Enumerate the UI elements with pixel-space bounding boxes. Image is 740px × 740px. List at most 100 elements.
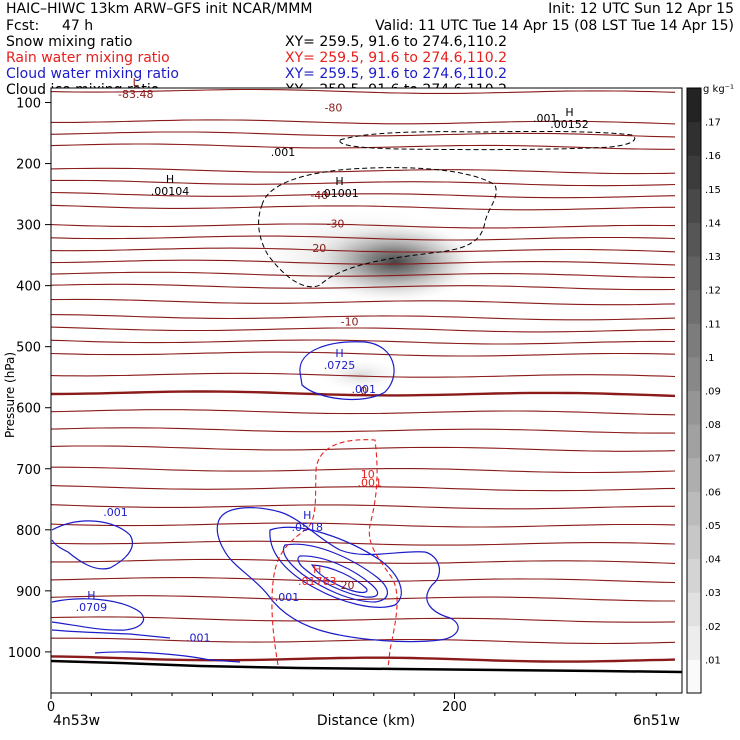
y-axis: 100 200 300 400 500 600 700 800 900 1000 bbox=[8, 97, 51, 661]
isotherm-line bbox=[51, 223, 676, 229]
extremum-value: .0518 bbox=[291, 521, 323, 534]
y-tick-label: 300 bbox=[16, 219, 41, 234]
colorbar-swatch bbox=[687, 592, 701, 627]
contour-value-label: .001 bbox=[186, 632, 211, 645]
field-xy-rain: XY= 259.5, 91.6 to 274.6,110.2 bbox=[285, 50, 507, 66]
isotherm-line bbox=[51, 271, 676, 279]
extremum-letter: L bbox=[133, 76, 140, 89]
extremum-value: .0725 bbox=[324, 359, 356, 372]
y-tick-label: 900 bbox=[16, 585, 41, 600]
isotherm-line bbox=[51, 191, 676, 199]
colorbar-swatch bbox=[687, 155, 701, 190]
cloud-water-outer bbox=[216, 507, 459, 643]
x-tick-label: 200 bbox=[442, 700, 467, 715]
cloud-water-ring-2 bbox=[282, 543, 388, 603]
colorbar-label: .17 bbox=[705, 118, 721, 129]
field-label-rain: Rain water mixing ratio bbox=[6, 50, 170, 66]
colorbar-swatch bbox=[687, 188, 701, 223]
colorbar-label: .08 bbox=[705, 420, 721, 431]
isotherm-label: 0 bbox=[360, 384, 367, 397]
contour-value-label: 10 bbox=[361, 468, 375, 481]
cloud-water-ring-3 bbox=[297, 555, 379, 598]
isotherm-label: -10 bbox=[341, 315, 359, 328]
colorbar-swatch bbox=[687, 356, 701, 391]
colorbar-swatch bbox=[687, 424, 701, 459]
colorbar-swatch bbox=[687, 121, 701, 156]
y-tick-label: 100 bbox=[16, 97, 41, 112]
colorbar-swatch bbox=[687, 558, 701, 593]
colorbar-swatch bbox=[687, 289, 701, 324]
contour-value-label: .001 bbox=[358, 476, 383, 489]
x-axis-left-endpoint: 4n53w bbox=[53, 713, 100, 729]
cloud-water-ring-4 bbox=[310, 564, 368, 594]
isotherm-line bbox=[51, 247, 676, 253]
cloud-water-streak bbox=[51, 629, 171, 639]
isotherm-line bbox=[51, 314, 676, 321]
isotherm-label: 20 bbox=[341, 579, 355, 592]
model-title: HAIC–HIWC 13km ARW–GFS init NCAR/MMM bbox=[6, 1, 312, 17]
isotherm-line bbox=[51, 655, 676, 663]
isotherm-line bbox=[51, 372, 676, 378]
isotherm-line bbox=[51, 577, 676, 584]
isotherm-line bbox=[51, 326, 676, 333]
extremum-letter: H bbox=[303, 509, 311, 522]
y-tick-label: 1000 bbox=[8, 646, 41, 661]
isotherm-line bbox=[51, 504, 675, 510]
colorbar-label: .11 bbox=[705, 319, 721, 330]
isotherm-line bbox=[51, 351, 676, 357]
snow-core bbox=[310, 222, 480, 302]
y-tick-label: 500 bbox=[16, 341, 41, 356]
isotherm-line bbox=[51, 485, 676, 492]
isotherm-line bbox=[51, 522, 676, 528]
init-time: Init: 12 UTC Sun 12 Apr 15 bbox=[548, 1, 734, 17]
colorbar-label: .15 bbox=[705, 185, 721, 196]
isotherm-line bbox=[51, 540, 676, 546]
colorbar-label: .02 bbox=[705, 622, 721, 633]
colorbar-label: .01 bbox=[705, 655, 721, 666]
field-xy-snow: XY= 259.5, 91.6 to 274.6,110.2 bbox=[285, 34, 507, 50]
isotherm-line bbox=[51, 445, 676, 452]
isotherm-line bbox=[51, 204, 675, 211]
field-label-cloud-water: Cloud water mixing ratio bbox=[6, 66, 179, 82]
y-tick-label: 700 bbox=[16, 463, 41, 478]
contour-value-label: .001 bbox=[275, 591, 300, 604]
cloud-water-ring-1 bbox=[269, 526, 402, 608]
isotherm-line bbox=[51, 637, 676, 645]
isotherm-line bbox=[51, 283, 676, 291]
isotherm-line bbox=[51, 595, 675, 602]
y-tick-label: 600 bbox=[16, 402, 41, 417]
isotherm-line bbox=[51, 179, 676, 187]
colorbar-label: .06 bbox=[705, 487, 721, 498]
colorbar-unit: g kg⁻¹ bbox=[703, 84, 734, 95]
isotherm-line bbox=[51, 409, 676, 416]
colorbar-label: .13 bbox=[705, 252, 721, 263]
extremum-value: .00104 bbox=[151, 185, 190, 198]
isotherm-line bbox=[51, 88, 676, 94]
colorbar-frame bbox=[686, 87, 702, 694]
ground-surface bbox=[51, 659, 682, 674]
isotherm-line bbox=[51, 167, 676, 175]
cloud-water-contours bbox=[51, 341, 459, 663]
extremum-value: .00152 bbox=[550, 118, 589, 131]
extremum-letter: H bbox=[166, 173, 174, 186]
figure-header: HAIC–HIWC 13km ARW–GFS init NCAR/MMM Ini… bbox=[6, 1, 734, 34]
contour-labels: -80-40-3020-10020L-83.48H.00152H.00104H.… bbox=[76, 76, 589, 644]
x-axis-title: Distance (km) bbox=[317, 713, 415, 729]
extremum-letter: H bbox=[87, 589, 95, 602]
colorbar-label: .05 bbox=[705, 521, 721, 532]
isotherm-line bbox=[51, 558, 676, 564]
colorbar-label: .16 bbox=[705, 151, 721, 162]
isotherm-label: -30 bbox=[326, 218, 344, 231]
extremum-letter: H bbox=[335, 175, 343, 188]
colorbar-swatch bbox=[687, 457, 701, 492]
cloud-water-contour-left bbox=[51, 520, 133, 570]
colorbar-swatch bbox=[687, 323, 701, 358]
isotherm-line bbox=[51, 616, 676, 623]
isotherm-label: -80 bbox=[324, 102, 342, 115]
colorbar-label: .1 bbox=[705, 353, 715, 364]
colorbar-label: .14 bbox=[705, 218, 721, 229]
contour-value-label: .001 bbox=[271, 146, 296, 159]
extremum-value: .0709 bbox=[76, 601, 108, 614]
isotherm-label: -40 bbox=[310, 189, 328, 202]
isotherm-contours bbox=[51, 88, 676, 663]
